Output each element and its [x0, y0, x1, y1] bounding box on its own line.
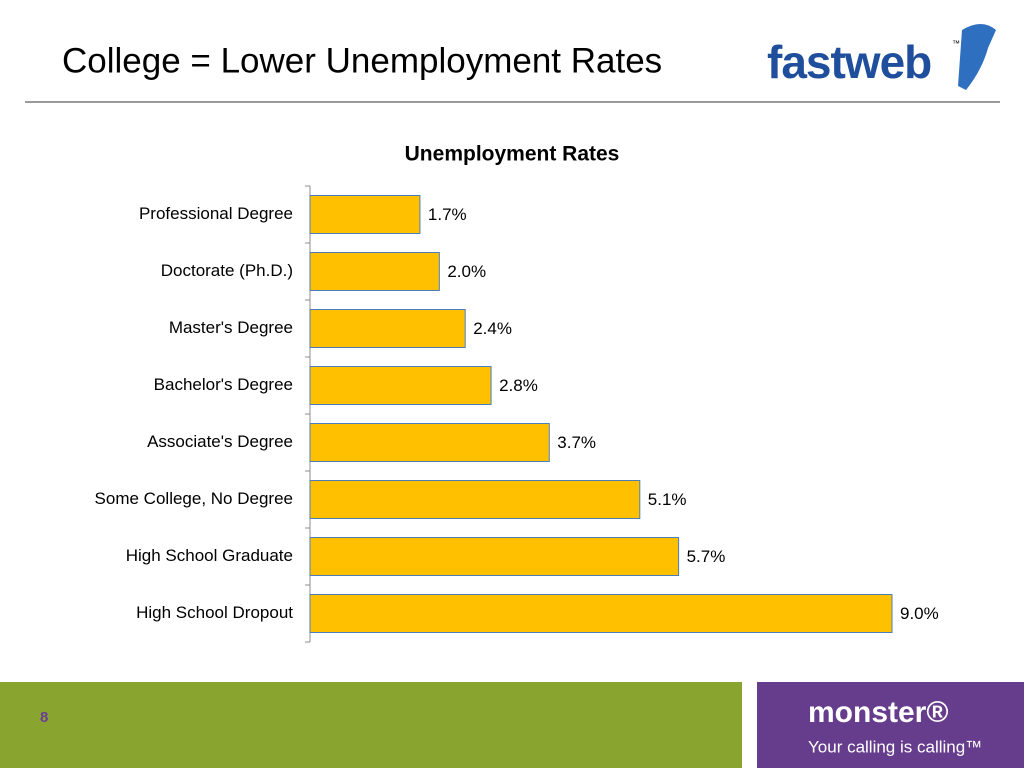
category-label: Associate's Degree	[147, 432, 293, 451]
logo-mark: ™	[952, 39, 960, 48]
page-number: 8	[40, 709, 48, 726]
value-label: 1.7%	[428, 205, 467, 224]
slide-title: College = Lower Unemployment Rates	[62, 41, 662, 80]
bar	[309, 252, 440, 291]
category-label: High School Graduate	[126, 546, 293, 565]
category-label: High School Dropout	[136, 603, 293, 622]
footer-tagline: Your calling is calling™	[808, 737, 982, 756]
category-label: Master's Degree	[169, 318, 293, 337]
bar	[309, 195, 421, 234]
bar	[309, 480, 641, 519]
category-label: Professional Degree	[139, 204, 293, 223]
category-label: Doctorate (Ph.D.)	[161, 261, 293, 280]
bar	[309, 309, 466, 348]
value-label: 2.8%	[499, 376, 538, 395]
logo: fastweb	[767, 36, 931, 88]
chart-title: Unemployment Rates	[405, 143, 620, 166]
category-label: Some College, No Degree	[95, 489, 293, 508]
logo-icon	[958, 24, 996, 90]
footer-band	[0, 682, 742, 768]
value-label: 5.7%	[687, 547, 726, 566]
bar	[309, 366, 492, 405]
footer-logo: monster®	[808, 696, 948, 729]
value-label: 5.1%	[648, 490, 687, 509]
value-label: 2.0%	[447, 262, 486, 281]
value-label: 3.7%	[557, 433, 596, 452]
value-label: 9.0%	[900, 604, 939, 623]
bar	[309, 537, 680, 576]
footer-brand-box	[757, 682, 1024, 768]
plot: Professional Degree 1.7% Doctorate (Ph.D.)…	[95, 185, 939, 643]
bar	[309, 423, 550, 462]
bar	[309, 594, 893, 633]
value-label: 2.4%	[473, 319, 512, 338]
category-label: Bachelor's Degree	[154, 375, 293, 394]
